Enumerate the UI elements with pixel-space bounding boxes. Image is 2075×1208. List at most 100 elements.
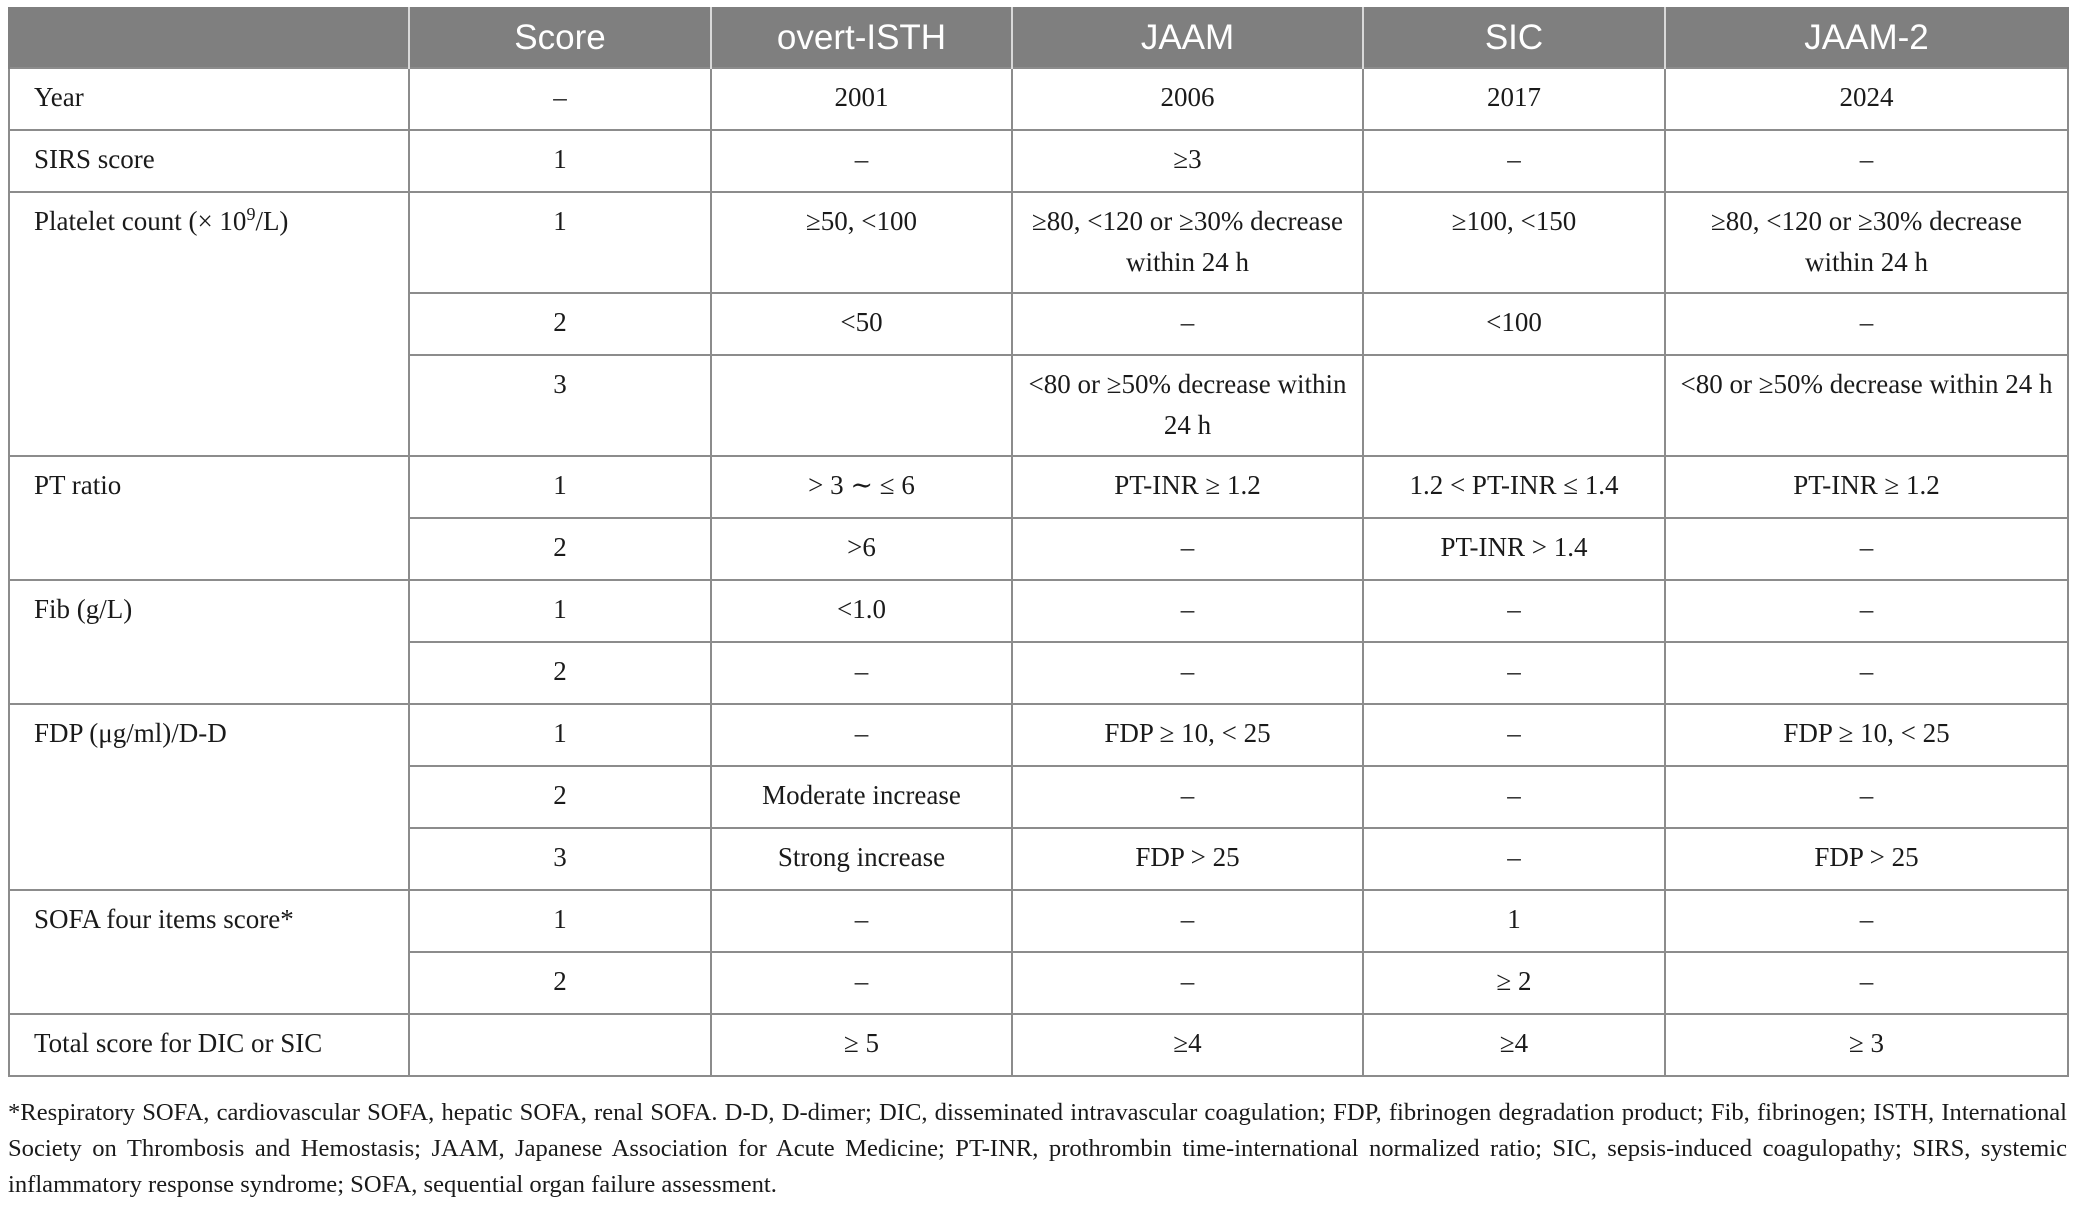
cell-jaam-2: – (1664, 889, 2069, 953)
cell-score: 2 (408, 951, 712, 1015)
cell-jaam: – (1011, 517, 1364, 581)
row-label-sirs: SIRS score (8, 129, 410, 193)
header-cell-jaam-2: JAAM-2 (1664, 7, 2069, 68)
cell-score: 1 (408, 889, 712, 953)
table-row-platelet-1: Platelet count (× 109/L) 1 ≥50, <100 ≥80… (8, 191, 2069, 457)
header-cell-blank (8, 7, 410, 68)
cell-sic: <100 (1362, 292, 1666, 356)
cell-sic: – (1362, 827, 1666, 891)
cell-score: 3 (408, 827, 712, 891)
cell-overt-isth: ≥ 5 (710, 1013, 1013, 1077)
table-footnote: *Respiratory SOFA, cardiovascular SOFA, … (8, 1099, 2067, 1198)
cell-score: 1 (408, 703, 712, 767)
cell-score: 1 (408, 579, 712, 643)
cell-jaam: PT-INR ≥ 1.2 (1011, 455, 1364, 519)
cell-jaam-2: <80 or ≥50% decrease within 24 h (1664, 354, 2069, 457)
cell-overt-isth: – (710, 951, 1013, 1015)
cell-jaam-2: – (1664, 579, 2069, 643)
cell-jaam-2: FDP > 25 (1664, 827, 2069, 891)
cell-overt-isth: > 3 ∼ ≤ 6 (710, 455, 1013, 519)
cell-jaam: FDP > 25 (1011, 827, 1364, 891)
cell-overt-isth: – (710, 889, 1013, 953)
cell-jaam: – (1011, 951, 1364, 1015)
cell-jaam: 2006 (1011, 67, 1364, 131)
cell-jaam: FDP ≥ 10, < 25 (1011, 703, 1364, 767)
cell-jaam-2: – (1664, 129, 2069, 193)
cell-jaam-2: ≥ 3 (1664, 1013, 2069, 1077)
cell-sic: – (1362, 579, 1666, 643)
cell-sic: – (1362, 129, 1666, 193)
cell-overt-isth: – (710, 703, 1013, 767)
cell-score: 1 (408, 129, 712, 193)
cell-jaam-2: FDP ≥ 10, < 25 (1664, 703, 2069, 767)
cell-sic: ≥ 2 (1362, 951, 1666, 1015)
cell-sic: ≥4 (1362, 1013, 1666, 1077)
table-row-fib-1: Fib (g/L) 1 <1.0 – – – (8, 579, 2069, 705)
table-row-pt-1: PT ratio 1 > 3 ∼ ≤ 6 PT-INR ≥ 1.2 1.2 < … (8, 455, 2069, 581)
cell-overt-isth: <1.0 (710, 579, 1013, 643)
dic-scoring-table: Score overt-ISTH JAAM SIC JAAM-2 Year – … (8, 7, 2069, 1077)
cell-overt-isth: – (710, 641, 1013, 705)
table-row-fdp-2: 2 Moderate increase – – – (9, 765, 2069, 829)
header-cell-jaam: JAAM (1011, 7, 1364, 68)
cell-overt-isth: ≥50, <100 (710, 191, 1013, 294)
table-row-sirs: SIRS score 1 – ≥3 – – (8, 129, 2069, 193)
cell-jaam-2: – (1664, 292, 2069, 356)
cell-jaam-2: PT-INR ≥ 1.2 (1664, 455, 2069, 519)
header-cell-overt-isth: overt-ISTH (710, 7, 1013, 68)
cell-score: 1 (408, 455, 712, 519)
cell-jaam: – (1011, 889, 1364, 953)
row-label-platelet: Platelet count (× 109/L) (8, 191, 410, 457)
table-row-total: Total score for DIC or SIC ≥ 5 ≥4 ≥4 ≥ 3 (8, 1013, 2069, 1077)
cell-sic: 1.2 < PT-INR ≤ 1.4 (1362, 455, 1666, 519)
cell-jaam-2: – (1664, 951, 2069, 1015)
cell-jaam: – (1011, 765, 1364, 829)
row-label-total: Total score for DIC or SIC (8, 1013, 410, 1077)
cell-overt-isth: Strong increase (710, 827, 1013, 891)
row-label-fdp: FDP (μg/ml)/D-D (8, 703, 410, 891)
cell-sic (1362, 354, 1666, 457)
table-row-sofa-1: SOFA four items score* 1 – – 1 – (8, 889, 2069, 1015)
table-row-fdp-3: 3 Strong increase FDP > 25 – FDP > 25 (9, 827, 2069, 891)
table-row-year: Year – 2001 2006 2017 2024 (8, 67, 2069, 131)
cell-jaam: ≥4 (1011, 1013, 1364, 1077)
cell-score: 2 (408, 292, 712, 356)
cell-overt-isth: <50 (710, 292, 1013, 356)
cell-jaam: ≥3 (1011, 129, 1364, 193)
header-row: Score overt-ISTH JAAM SIC JAAM-2 (8, 7, 2069, 68)
cell-jaam-2: – (1664, 765, 2069, 829)
cell-overt-isth: >6 (710, 517, 1013, 581)
cell-score: 3 (408, 354, 712, 457)
cell-score: 2 (408, 765, 712, 829)
scoring-table-container: Score overt-ISTH JAAM SIC JAAM-2 Year – … (8, 7, 2069, 1077)
cell-jaam-2: – (1664, 517, 2069, 581)
platelet-label-prefix: Platelet count (× 10 (34, 206, 247, 236)
cell-jaam: <80 or ≥50% decrease within 24 h (1011, 354, 1364, 457)
cell-sic: – (1362, 765, 1666, 829)
cell-overt-isth (710, 354, 1013, 457)
cell-score: 2 (408, 641, 712, 705)
row-label-pt-ratio: PT ratio (8, 455, 410, 581)
header-cell-sic: SIC (1362, 7, 1666, 68)
cell-sic: ≥100, <150 (1362, 191, 1666, 294)
cell-score: 2 (408, 517, 712, 581)
row-label-fib: Fib (g/L) (8, 579, 410, 705)
cell-sic: – (1362, 703, 1666, 767)
row-label-year: Year (8, 67, 410, 131)
cell-sic: – (1362, 641, 1666, 705)
table-row-pt-2: 2 >6 – PT-INR > 1.4 – (9, 517, 2069, 581)
cell-overt-isth: – (710, 129, 1013, 193)
cell-score: 1 (408, 191, 712, 294)
table-row-fdp-1: FDP (μg/ml)/D-D 1 – FDP ≥ 10, < 25 – FDP… (8, 703, 2069, 891)
table-row-sofa-2: 2 – – ≥ 2 – (9, 951, 2069, 1015)
cell-score (408, 1013, 712, 1077)
cell-jaam: – (1011, 292, 1364, 356)
header-cell-score: Score (408, 7, 712, 68)
platelet-label-suffix: /L) (255, 206, 289, 236)
cell-sic: PT-INR > 1.4 (1362, 517, 1666, 581)
cell-jaam: ≥80, <120 or ≥30% decrease within 24 h (1011, 191, 1364, 294)
cell-overt-isth: Moderate increase (710, 765, 1013, 829)
cell-score: – (408, 67, 712, 131)
cell-sic: 1 (1362, 889, 1666, 953)
table-row-fib-2: 2 – – – – (9, 641, 2069, 705)
